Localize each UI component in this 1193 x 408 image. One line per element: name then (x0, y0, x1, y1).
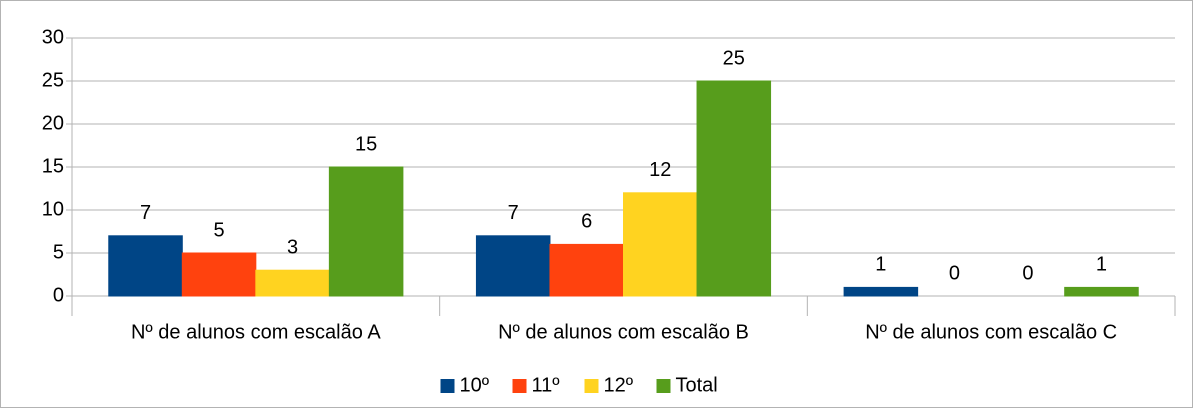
data-label: 7 (140, 202, 151, 224)
bar (1064, 286, 1139, 297)
data-label: 25 (723, 47, 745, 69)
legend-label: 10º (460, 374, 490, 396)
bar (696, 80, 772, 297)
legend-label: Total (676, 374, 718, 396)
bar (108, 235, 183, 297)
data-label: 3 (287, 236, 298, 258)
y-tick-label: 20 (42, 112, 64, 134)
y-tick-label: 5 (53, 241, 64, 263)
y-tick-label: 15 (42, 155, 64, 177)
legend-label: 12º (604, 374, 634, 396)
bar (623, 192, 698, 297)
data-label: 1 (1096, 254, 1107, 276)
bar (328, 166, 404, 297)
legend-swatch (584, 379, 599, 393)
data-label: 15 (355, 133, 377, 155)
data-label: 0 (949, 262, 960, 284)
data-label: 6 (581, 211, 592, 233)
data-label: 1 (875, 254, 886, 276)
legend-swatch (656, 379, 671, 393)
legend-label: 11º (532, 374, 561, 396)
y-tick-label: 25 (42, 69, 64, 91)
x-tick-label: Nº de alunos com escalão A (131, 321, 381, 343)
legend-swatch (512, 379, 527, 393)
data-label: 0 (1022, 262, 1033, 284)
data-label: 12 (649, 159, 671, 181)
x-tick-label: Nº de alunos com escalão B (498, 321, 749, 343)
legend-swatch (440, 379, 455, 393)
bar (475, 235, 551, 297)
data-label: 5 (214, 219, 225, 241)
x-tick-label: Nº de alunos com escalão C (865, 321, 1117, 343)
data-label: 7 (508, 202, 519, 224)
y-tick-label: 10 (42, 198, 64, 220)
y-tick-label: 0 (53, 284, 64, 306)
bar (255, 269, 330, 297)
bar (843, 286, 919, 297)
bar (549, 243, 625, 297)
bar (181, 252, 257, 297)
y-tick-label: 30 (42, 26, 64, 48)
